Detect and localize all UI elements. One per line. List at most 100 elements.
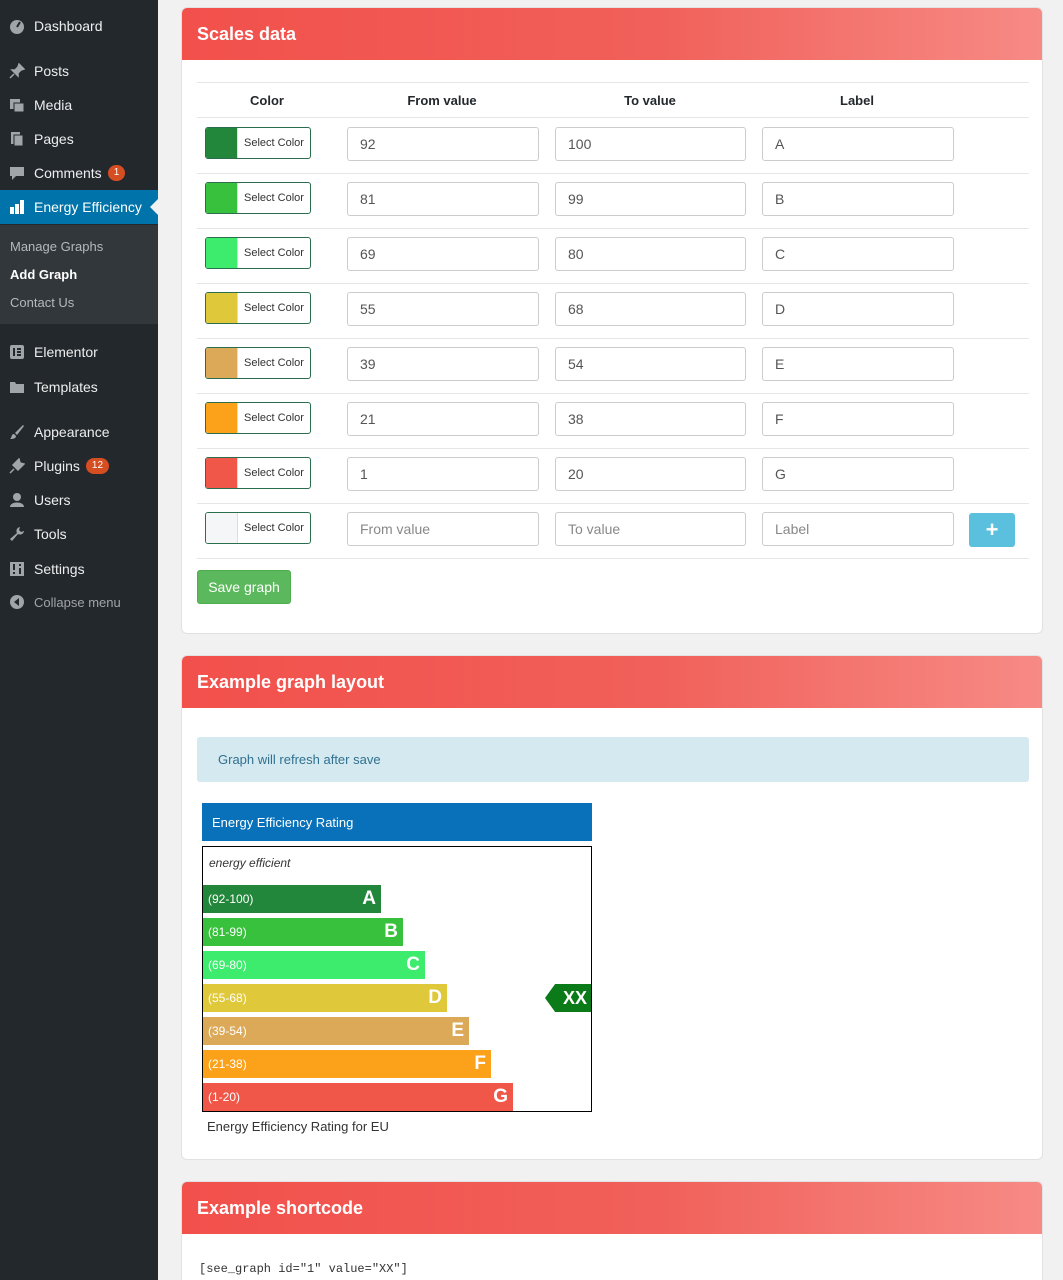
rating-letter: G	[493, 1086, 508, 1107]
energy-submenu: Manage Graphs Add Graph Contact Us	[0, 225, 158, 324]
submenu-manage-graphs[interactable]: Manage Graphs	[10, 239, 104, 254]
example-shortcode-panel: Example shortcode [see_graph id="1" valu…	[181, 1181, 1043, 1280]
scales-table-header: Color From value To value Label	[197, 82, 1029, 118]
from-value-input[interactable]	[347, 402, 539, 436]
to-value-input[interactable]	[555, 292, 746, 326]
menu-users-label: Users	[34, 492, 71, 508]
col-header-to: To value	[624, 93, 676, 108]
rating-bar: (55-68) D	[203, 984, 447, 1012]
col-header-from: From value	[407, 93, 477, 108]
menu-dashboard[interactable]: Dashboard	[0, 9, 158, 43]
to-value-input[interactable]	[555, 182, 746, 216]
label-input[interactable]	[762, 127, 954, 161]
color-picker[interactable]: Select Color	[205, 292, 311, 324]
menu-media[interactable]: Media	[0, 88, 158, 122]
color-picker[interactable]: Select Color	[205, 347, 311, 379]
color-picker[interactable]: Select Color	[205, 127, 311, 159]
col-header-label: Label	[840, 93, 874, 108]
new-label-input[interactable]	[762, 512, 954, 546]
menu-settings[interactable]: Settings	[0, 552, 158, 586]
to-value-input[interactable]	[555, 457, 746, 491]
label-input[interactable]	[762, 182, 954, 216]
menu-posts[interactable]: Posts	[0, 54, 158, 88]
color-picker[interactable]: Select Color	[205, 402, 311, 434]
shortcode-panel-title: Example shortcode	[182, 1182, 1042, 1234]
new-color-picker[interactable]: Select Color	[205, 512, 311, 544]
menu-dashboard-label: Dashboard	[34, 18, 103, 34]
rating-bar: (92-100) A	[203, 885, 381, 913]
admin-sidebar: Dashboard Posts Media Pages Comments 1 E…	[0, 0, 158, 1280]
color-swatch	[206, 403, 237, 433]
select-color-label: Select Color	[237, 348, 310, 378]
from-value-input[interactable]	[347, 237, 539, 271]
scales-panel-title: Scales data	[182, 8, 1042, 60]
label-input[interactable]	[762, 347, 954, 381]
menu-energy-efficiency[interactable]: Energy Efficiency	[0, 190, 158, 224]
menu-posts-label: Posts	[34, 63, 70, 79]
color-picker[interactable]: Select Color	[205, 237, 311, 269]
label-input[interactable]	[762, 237, 954, 271]
to-value-input[interactable]	[555, 127, 746, 161]
rating-letter: A	[362, 888, 376, 909]
menu-pages[interactable]: Pages	[0, 122, 158, 156]
label-input[interactable]	[762, 402, 954, 436]
rating-letter: E	[451, 1020, 464, 1041]
from-value-input[interactable]	[347, 127, 539, 161]
new-scale-row: Select Color +	[197, 504, 1029, 559]
scale-row: Select Color	[197, 229, 1029, 284]
submenu-contact-us[interactable]: Contact Us	[10, 295, 75, 310]
color-picker[interactable]: Select Color	[205, 182, 311, 214]
new-from-input[interactable]	[347, 512, 539, 546]
menu-templates[interactable]: Templates	[0, 370, 158, 404]
menu-plugins[interactable]: Plugins 12	[0, 449, 158, 483]
menu-elementor[interactable]: Elementor	[0, 335, 158, 369]
color-swatch	[206, 128, 237, 158]
example-graph-panel: Example graph layout Graph will refresh …	[181, 655, 1043, 1160]
energy-graph: energy efficient (92-100) A (81-99) B (69-80…	[202, 846, 592, 1112]
from-value-input[interactable]	[347, 457, 539, 491]
menu-comments[interactable]: Comments 1	[0, 156, 158, 190]
from-value-input[interactable]	[347, 182, 539, 216]
shortcode-text[interactable]: [see_graph id="1" value="XX"]	[199, 1262, 408, 1276]
to-value-input[interactable]	[555, 237, 746, 271]
submenu-add-graph[interactable]: Add Graph	[10, 267, 78, 282]
menu-tools[interactable]: Tools	[0, 517, 158, 551]
menu-appearance-label: Appearance	[34, 424, 110, 440]
comments-count-badge: 1	[107, 165, 126, 181]
from-value-input[interactable]	[347, 347, 539, 381]
rating-bar: (21-38) F	[203, 1050, 491, 1078]
color-swatch	[206, 348, 237, 378]
example-panel-title: Example graph layout	[182, 656, 1042, 708]
add-row-button[interactable]: +	[969, 513, 1015, 547]
rating-range: (39-54)	[208, 1024, 247, 1038]
refresh-info-alert: Graph will refresh after save	[197, 737, 1029, 782]
menu-templates-label: Templates	[34, 379, 98, 395]
paintbrush-icon	[0, 424, 34, 440]
to-value-input[interactable]	[555, 347, 746, 381]
scale-row: Select Color	[197, 174, 1029, 229]
select-color-label: Select Color	[237, 458, 310, 488]
rating-bar: (39-54) E	[203, 1017, 469, 1045]
color-swatch	[206, 293, 237, 323]
from-value-input[interactable]	[347, 292, 539, 326]
color-picker[interactable]: Select Color	[205, 457, 311, 489]
menu-collapse[interactable]: Collapse menu	[0, 585, 158, 619]
label-input[interactable]	[762, 457, 954, 491]
rating-letter: D	[428, 987, 442, 1008]
rating-bar: (81-99) B	[203, 918, 403, 946]
color-swatch	[206, 183, 237, 213]
rating-bar: (1-20) G	[203, 1083, 513, 1111]
menu-users[interactable]: Users	[0, 483, 158, 517]
pin-icon	[0, 63, 34, 79]
bar-chart-icon	[0, 199, 34, 215]
label-input[interactable]	[762, 292, 954, 326]
new-to-input[interactable]	[555, 512, 746, 546]
rating-letter: B	[384, 921, 398, 942]
to-value-input[interactable]	[555, 402, 746, 436]
pages-icon	[0, 131, 34, 147]
menu-appearance[interactable]: Appearance	[0, 415, 158, 449]
rating-marker-arrow: XX	[545, 984, 591, 1012]
select-color-label: Select Color	[237, 238, 310, 268]
scale-row: Select Color	[197, 119, 1029, 174]
save-graph-button[interactable]: Save graph	[197, 570, 291, 604]
